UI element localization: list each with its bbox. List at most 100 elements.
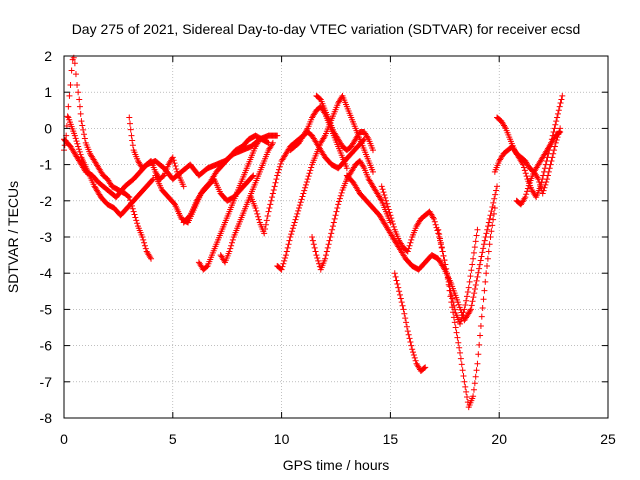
data-point (133, 217, 140, 224)
data-point (308, 164, 315, 171)
x-tick-label: 15 (383, 431, 399, 447)
data-point (262, 221, 269, 228)
data-point (475, 351, 482, 358)
data-point (269, 190, 276, 197)
y-tick-label: -5 (40, 301, 53, 317)
data-point (408, 342, 415, 349)
data-point (477, 257, 484, 264)
data-point (264, 213, 271, 220)
y-tick-label: -7 (40, 374, 53, 390)
data-point (309, 237, 316, 244)
data-point (335, 201, 342, 208)
data-point (443, 270, 450, 277)
data-point (552, 139, 559, 146)
data-point (291, 219, 298, 226)
data-point (463, 394, 470, 401)
data-point (473, 277, 480, 284)
data-point (66, 92, 73, 99)
data-point (306, 170, 313, 177)
data-point (484, 262, 491, 269)
data-point (481, 287, 488, 294)
data-point (269, 194, 276, 201)
data-point (460, 373, 467, 380)
data-point (126, 114, 133, 121)
data-point (525, 182, 532, 189)
data-point (142, 245, 149, 252)
data-point (323, 248, 330, 255)
data-point (554, 134, 561, 141)
data-point (453, 329, 460, 336)
data-point (406, 335, 413, 342)
data-point (283, 248, 290, 255)
data-point (334, 205, 341, 212)
data-point (490, 216, 497, 223)
data-point (440, 252, 447, 259)
data-point (301, 187, 308, 194)
data-point (77, 151, 84, 158)
data-point (290, 222, 297, 229)
data-point (501, 123, 508, 130)
data-point (180, 183, 187, 190)
data-point (541, 184, 548, 191)
data-point (304, 176, 311, 183)
data-point (302, 181, 309, 188)
data-point (303, 126, 310, 133)
data-point (556, 128, 563, 135)
data-point (336, 198, 343, 205)
data-point (65, 103, 72, 110)
data-point (452, 324, 459, 331)
data-point (463, 388, 470, 395)
data-point (476, 261, 483, 268)
data-point (73, 138, 80, 145)
data-point (75, 146, 82, 153)
data-point (275, 169, 282, 176)
data-point (314, 254, 321, 261)
data-point (269, 139, 276, 146)
data-point (485, 219, 492, 226)
x-tick-label: 25 (600, 431, 616, 447)
data-point (173, 165, 180, 172)
data-point (299, 193, 306, 200)
data-point (71, 132, 78, 139)
data-point (284, 244, 291, 251)
data-point (544, 176, 551, 183)
data-point (141, 242, 148, 249)
data-point (457, 317, 464, 324)
data-point (480, 241, 487, 248)
data-point (524, 185, 531, 192)
data-point (255, 216, 262, 223)
data-point (332, 212, 339, 219)
data-point (430, 215, 437, 222)
data-point (307, 167, 314, 174)
data-point (170, 157, 177, 164)
data-point (470, 249, 477, 256)
data-point (171, 160, 178, 167)
x-tick-label: 20 (491, 431, 507, 447)
data-point (480, 296, 487, 303)
data-point (78, 118, 85, 125)
data-point (390, 223, 397, 230)
data-point (390, 220, 397, 227)
data-point (436, 231, 443, 238)
data-point (254, 210, 261, 217)
data-point (456, 304, 463, 311)
data-point (343, 165, 350, 172)
data-point (522, 170, 529, 177)
data-point (557, 125, 564, 132)
data-point (266, 205, 273, 212)
data-point (328, 230, 335, 237)
data-point (369, 168, 376, 175)
data-point (548, 136, 555, 143)
data-point (488, 208, 495, 215)
data-point (465, 284, 472, 291)
data-point (402, 315, 409, 322)
data-point (473, 367, 480, 374)
data-point (457, 355, 464, 362)
data-point (542, 181, 549, 188)
data-point (149, 177, 156, 184)
data-point (487, 234, 494, 240)
data-point (326, 237, 333, 244)
data-point (396, 288, 403, 295)
data-point (459, 312, 466, 319)
